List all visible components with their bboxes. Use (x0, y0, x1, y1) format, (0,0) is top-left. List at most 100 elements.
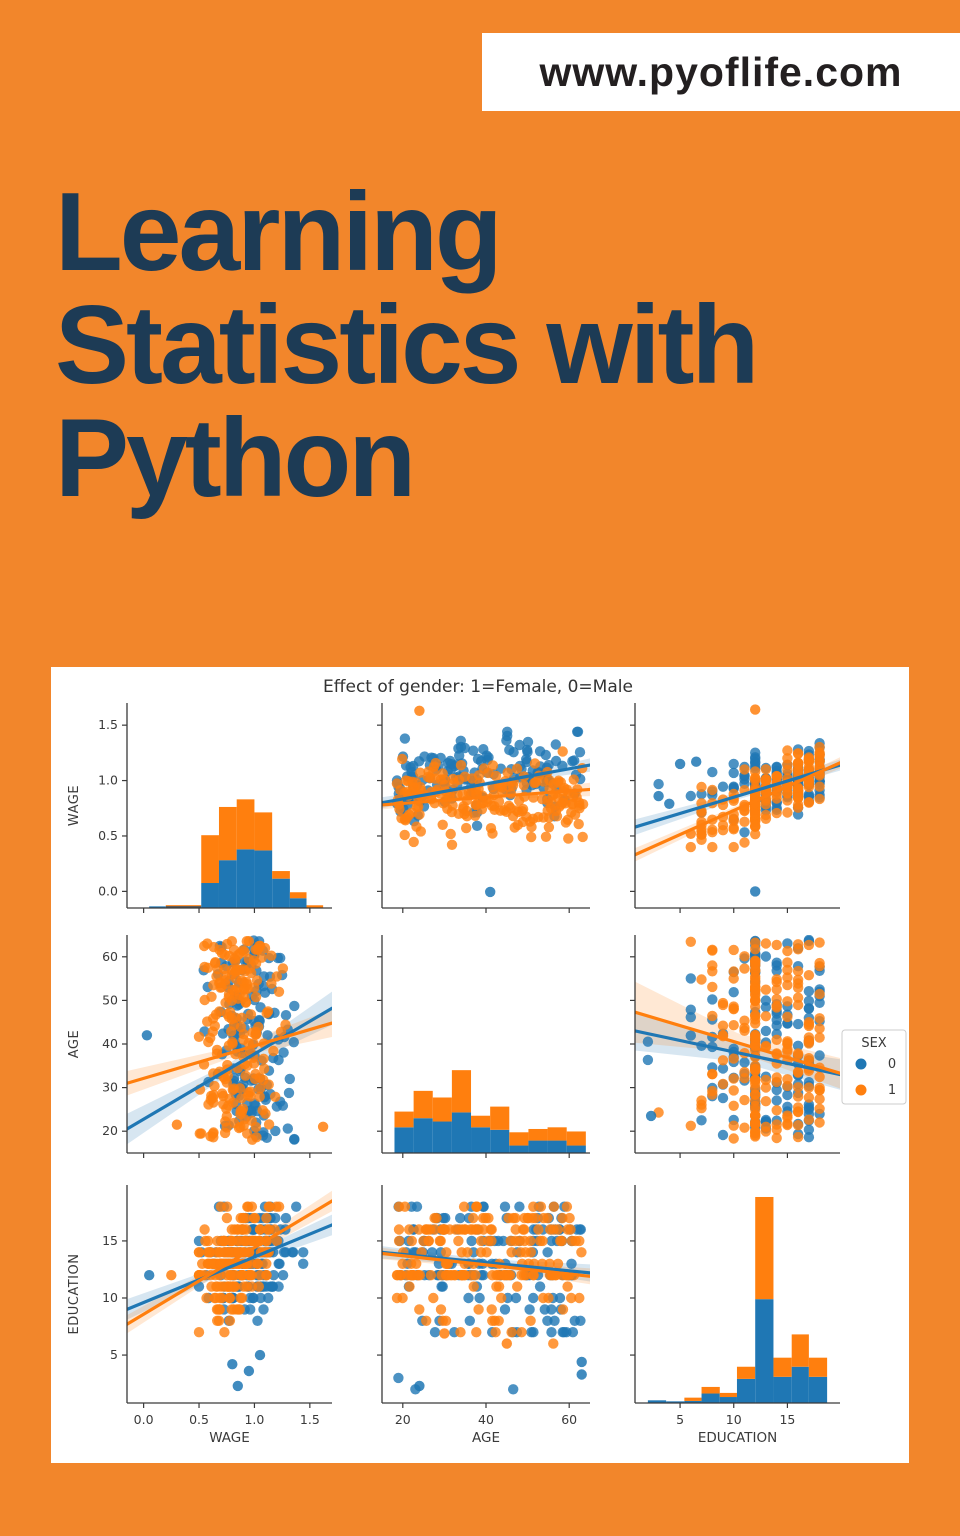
hist-bar (701, 1386, 720, 1394)
legend-title: SEX (861, 1036, 886, 1051)
y-tick-label: 0.0 (98, 883, 118, 898)
y-tick-label: 1.0 (98, 773, 118, 788)
x-axis-label-education: EDUCATION (698, 1430, 777, 1446)
hist-bar (451, 1112, 472, 1153)
scatter-outlier (576, 1356, 587, 1368)
x-tick-label: 60 (561, 1412, 577, 1427)
hist-bar (666, 1401, 685, 1403)
hist-bar (201, 835, 219, 884)
scatter-outlier (243, 1365, 255, 1377)
regression-line-sex-1 (635, 761, 840, 857)
scatter-outlier (144, 1270, 155, 1281)
hist-bar (471, 1127, 491, 1153)
y-axis-label-wage: WAGE (67, 785, 82, 826)
website-url: www.pyoflife.com (539, 48, 903, 95)
x-tick-label: 0.0 (134, 1412, 154, 1427)
hist-bar (547, 1140, 567, 1153)
y-axis-label-education: EDUCATION (67, 1254, 82, 1335)
hist-bar (808, 1376, 828, 1403)
hist-bar (272, 871, 290, 879)
scatter-outlier (750, 704, 761, 715)
hist-bar (289, 892, 307, 899)
scatter-outlier (645, 1110, 657, 1122)
hist-bar (566, 1131, 586, 1146)
hist-bar (413, 1118, 433, 1153)
hist-bar (394, 1127, 414, 1153)
x-tick-label: 15 (779, 1412, 795, 1427)
y-tick-label: 60 (102, 949, 118, 964)
pairplot-panel-r1c2 (630, 935, 840, 1158)
hist-bar (218, 860, 237, 908)
hist-bar (509, 1132, 529, 1146)
hist-bar (719, 1397, 737, 1403)
legend-label-1: 1 (888, 1083, 896, 1098)
x-tick-label: 1.0 (244, 1412, 264, 1427)
figure-title: Effect of gender: 1=Female, 0=Male (323, 677, 633, 697)
website-banner: www.pyoflife.com (482, 33, 960, 111)
x-tick-label: 10 (726, 1412, 742, 1427)
hist-bar (413, 1090, 433, 1119)
scatter-outlier (501, 1338, 512, 1349)
hist-bar (432, 1097, 452, 1122)
hist-bar (755, 1196, 774, 1300)
hist-bar (566, 1145, 586, 1153)
hist-bar (736, 1378, 756, 1403)
hist-bar (791, 1334, 809, 1367)
hist-bar (490, 1129, 510, 1153)
x-tick-label: 1.5 (300, 1412, 320, 1427)
hist-bar (218, 806, 237, 861)
scatter-outlier (414, 705, 425, 716)
pairplot-panel-r2c1: 20 40 60 (377, 1185, 590, 1427)
legend-marker-0 (855, 1058, 867, 1070)
x-axis-label-wage: WAGE (209, 1430, 250, 1446)
scatter-outlier (171, 1119, 183, 1130)
y-tick-label: 15 (102, 1233, 118, 1248)
x-tick-label: 20 (395, 1412, 411, 1427)
hist-bar (236, 799, 255, 850)
scatter-outlier (691, 756, 702, 767)
pairplot-figure: 0.0 0.5 1.0 1.5 20 30 40 50 60 0.0 0.5 1.0 1.5 5 10 15 2… (51, 667, 909, 1463)
title-line-3: Python (55, 396, 416, 521)
hist-bar (509, 1145, 529, 1153)
pairplot-panel-r0c1 (377, 703, 590, 913)
hist-bar (165, 905, 202, 907)
scatter-outlier (414, 1380, 425, 1392)
hist-bar (432, 1121, 452, 1153)
pairplot-panel-r0c0: 0.0 0.5 1.0 1.5 (98, 703, 332, 913)
y-tick-label: 30 (102, 1080, 118, 1095)
y-tick-label: 50 (102, 992, 118, 1007)
y-tick-label: 40 (102, 1036, 118, 1051)
y-tick-label: 10 (102, 1290, 118, 1305)
scatter-outlier (674, 758, 686, 770)
hist-bar (236, 849, 255, 908)
scatter-outlier (576, 1369, 587, 1380)
hist-bar (451, 1070, 472, 1113)
scatter-outlier (141, 1030, 153, 1041)
legend-label-0: 0 (888, 1057, 896, 1072)
regression-line-sex-0 (382, 763, 590, 805)
x-tick-label: 40 (478, 1412, 494, 1427)
y-tick-label: 5 (110, 1347, 118, 1362)
pairplot-panel-r1c0: 20 30 40 50 60 (102, 935, 332, 1158)
hist-bar (808, 1357, 828, 1377)
y-tick-label: 0.5 (98, 828, 118, 843)
scatter-group-sex-1 (653, 936, 825, 1144)
regression-line-sex-1 (127, 1021, 332, 1085)
regression-line-sex-1 (127, 1199, 332, 1326)
hist-bar (547, 1127, 567, 1141)
regression-line-sex-0 (635, 1029, 840, 1077)
hist-bar (254, 812, 273, 851)
hist-bar (773, 1357, 792, 1377)
hist-bar (201, 883, 219, 908)
title-line-1: Learning (55, 170, 503, 294)
regression-line-sex-1 (382, 787, 590, 807)
scatter-outlier (232, 1380, 243, 1392)
hist-bar (736, 1366, 756, 1379)
hist-bar (254, 850, 273, 908)
legend-marker-1 (855, 1084, 867, 1096)
scatter-outlier (317, 1121, 329, 1132)
x-tick-label: 5 (676, 1412, 684, 1427)
